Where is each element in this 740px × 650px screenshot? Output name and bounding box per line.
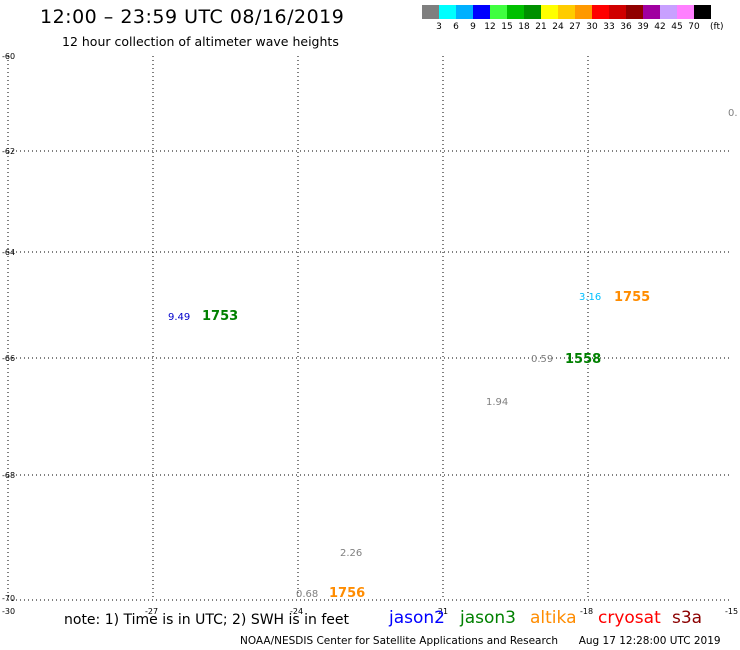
- legend-label: 70: [688, 22, 700, 32]
- lon-label: -27: [145, 607, 158, 616]
- wave-height-value: 3.16: [579, 292, 601, 303]
- pass-time-label: 1755: [614, 290, 650, 305]
- lon-label: -30: [2, 607, 15, 616]
- legend-swatch: [541, 5, 558, 19]
- lon-label: -24: [290, 607, 303, 616]
- latitude-labels: -60 -62 -64 -66 -68 -70: [2, 52, 15, 603]
- satellite-altika-label: altika: [530, 608, 577, 628]
- satellite-s3a-label: s3a: [672, 608, 703, 628]
- pass-time-label: 1558: [565, 352, 601, 367]
- legend-swatch: [558, 5, 575, 19]
- footer: NOAA/NESDIS Center for Satellite Applica…: [240, 635, 721, 647]
- legend-label: 3: [436, 22, 442, 32]
- legend-swatch: [524, 5, 541, 19]
- units-note: note: 1) Time is in UTC; 2) SWH is in fe…: [64, 612, 350, 628]
- lat-label: -60: [2, 52, 15, 61]
- legend-label: 45: [671, 22, 683, 32]
- footer-timestamp: Aug 17 12:28:00 UTC 2019: [578, 635, 721, 647]
- lat-label: -64: [2, 248, 15, 257]
- legend-swatch: [694, 5, 711, 19]
- wave-height-value: 2.26: [340, 548, 362, 559]
- legend-label: 39: [637, 22, 649, 32]
- legend-swatch: [422, 5, 439, 19]
- lat-label: -70: [2, 594, 15, 603]
- altimeter-observations: 0. 9.49 1753 3.16 1755 0.59 1558 1.94 2.…: [168, 108, 738, 601]
- legend-swatch: [473, 5, 490, 19]
- pass-time-label: 1753: [202, 309, 238, 324]
- lon-label: -18: [580, 607, 593, 616]
- legend-label: 27: [569, 22, 581, 32]
- wave-height-value: 0.68: [296, 589, 318, 600]
- legend-unit: (ft): [710, 22, 724, 32]
- legend-label: 42: [654, 22, 666, 32]
- legend-swatch: [677, 5, 694, 19]
- legend-swatch: [609, 5, 626, 19]
- legend-swatch: [660, 5, 677, 19]
- lat-label: -68: [2, 471, 15, 480]
- satellite-jason2-label: jason2: [389, 608, 445, 628]
- legend-label: 21: [535, 22, 547, 32]
- legend-swatch: [643, 5, 660, 19]
- lat-label: -62: [2, 147, 15, 156]
- wave-height-value: 0.: [728, 108, 738, 119]
- legend-swatch: [626, 5, 643, 19]
- legend-label: 18: [518, 22, 530, 32]
- satellite-jason3-label: jason3: [460, 608, 516, 628]
- lon-label: -15: [725, 607, 738, 616]
- legend-swatch: [507, 5, 524, 19]
- legend-label: 36: [620, 22, 632, 32]
- lat-label: -66: [2, 354, 15, 363]
- legend-swatch: [456, 5, 473, 19]
- map-subtitle: 12 hour collection of altimeter wave hei…: [62, 34, 339, 49]
- legend-label: 33: [603, 22, 615, 32]
- legend-label: 30: [586, 22, 598, 32]
- satellite-cryosat-label: cryosat: [598, 608, 661, 628]
- footer-credit: NOAA/NESDIS Center for Satellite Applica…: [240, 635, 558, 647]
- longitude-labels: -30 -27 -24 -21 -18 -15: [2, 607, 738, 616]
- legend-swatch: [592, 5, 609, 19]
- wave-height-value: 1.94: [486, 397, 508, 408]
- lon-label: -21: [435, 607, 448, 616]
- legend-swatch: [575, 5, 592, 19]
- pass-time-label: 1756: [329, 586, 365, 601]
- wave-height-value: 0.59: [531, 354, 553, 365]
- legend-label: 24: [552, 22, 564, 32]
- wave-height-color-legend: (ft) 3 6 9 12 15 18 21 24 27 30 33 36 39 42 45 70: [422, 5, 728, 35]
- map-title: 12:00 – 23:59 UTC 08/16/2019: [40, 6, 345, 28]
- legend-label: 12: [484, 22, 496, 32]
- wave-height-value: 9.49: [168, 312, 190, 323]
- lat-lon-grid: [7, 56, 732, 601]
- legend-label: 9: [470, 22, 476, 32]
- legend-swatch: [490, 5, 507, 19]
- legend-label: 15: [501, 22, 513, 32]
- legend-label: 6: [453, 22, 459, 32]
- legend-swatch: [439, 5, 456, 19]
